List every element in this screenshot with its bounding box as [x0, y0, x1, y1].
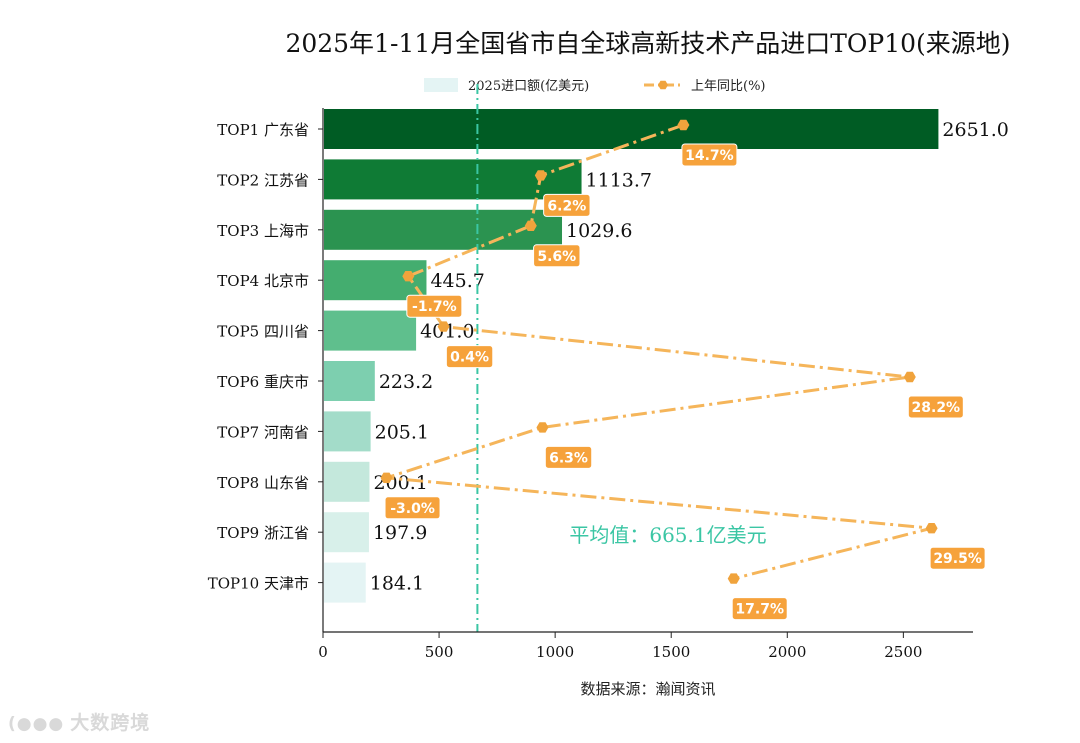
- value-label-7: 205.1: [375, 421, 429, 443]
- x-tick-label-4: 2000: [768, 643, 806, 661]
- yoy-label-bg-3: [533, 244, 581, 268]
- watermark: (●●● 大数跨境: [8, 708, 150, 735]
- value-label-1: 2651.0: [942, 119, 1008, 141]
- value-label-8: 200.1: [373, 472, 427, 494]
- watermark-text: 大数跨境: [70, 712, 151, 734]
- yoy-label-bg-7: [544, 445, 593, 469]
- x-axis: [322, 108, 973, 633]
- x-tick-label-1: 500: [425, 643, 454, 661]
- bar-3: [324, 209, 563, 250]
- chart-title: 2025年1-11月全国省市自全球高新技术产品进口TOP10(来源地): [285, 29, 1010, 58]
- yoy-marker-6: [903, 371, 916, 383]
- legend: 2025进口额(亿美元) 上年同比(%): [424, 78, 766, 94]
- x-ticks: 0 500 1000 1500 2000 2500: [318, 632, 922, 661]
- legend-bar-label: 2025进口额(亿美元): [468, 79, 589, 94]
- yoy-label-6: 28.2%: [912, 400, 961, 416]
- yoy-label-8: -3.0%: [390, 501, 435, 517]
- category-label-5: TOP5 四川省: [217, 323, 309, 341]
- category-label-7: TOP7 河南省: [217, 423, 309, 441]
- watermark-logo: (●●●: [8, 714, 65, 734]
- yoy-marker-3: [524, 220, 537, 231]
- yoy-label-10: 17.7%: [735, 602, 784, 618]
- average-label: 平均值：665.1亿美元: [569, 523, 766, 547]
- yoy-label-2: 6.2%: [547, 198, 586, 214]
- category-label-4: TOP4 北京市: [217, 272, 309, 290]
- yoy-marker-2: [534, 170, 547, 181]
- yoy-label-4: -1.7%: [412, 299, 457, 315]
- bar-7: [324, 411, 371, 452]
- yoy-label-bg-6: [907, 395, 964, 419]
- value-label-5: 401.0: [420, 321, 474, 343]
- bar-9: [324, 512, 369, 553]
- category-label-6: TOP6 重庆市: [217, 373, 309, 391]
- yoy-label-bg-8: [384, 496, 441, 520]
- value-label-6: 223.2: [379, 371, 433, 393]
- yoy-marker-10: [727, 573, 740, 584]
- yoy-label-9: 29.5%: [933, 551, 982, 567]
- yoy-label-3: 5.6%: [537, 249, 576, 265]
- yoy-marker-5: [437, 321, 450, 332]
- yoy-marker-8: [380, 472, 393, 483]
- value-label-10: 184.1: [370, 573, 424, 595]
- bars-group: [324, 109, 939, 603]
- value-label-2: 1113.7: [586, 169, 652, 191]
- x-tick-label-2: 1000: [536, 643, 574, 661]
- yoy-label-7: 6.3%: [549, 450, 588, 466]
- yoy-marker-9: [925, 523, 938, 534]
- x-tick-label-5: 2500: [884, 643, 922, 661]
- x-tick-label-0: 0: [318, 643, 328, 661]
- yoy-label-1: 14.7%: [685, 148, 734, 164]
- yoy-marker-1: [677, 119, 690, 131]
- category-label-8: TOP8 山东省: [217, 474, 309, 492]
- x-tick-label-3: 1500: [652, 643, 690, 661]
- bar-6: [324, 361, 375, 401]
- yoy-label-bg-9: [929, 546, 986, 570]
- category-label-1: TOP1 广东省: [217, 121, 309, 139]
- yoy-label-bg-10: [731, 597, 788, 621]
- value-label-4: 445.7: [430, 270, 484, 292]
- yoy-label-bg-4: [406, 294, 463, 318]
- yoy-label-bg-2: [543, 193, 591, 217]
- yoy-labels: 14.7% 6.2% 5.6% -1.7% 0.4% 28.2% 6.3% -3.0% 29.5…: [384, 143, 986, 621]
- legend-bar-swatch: [424, 78, 458, 92]
- category-label-9: TOP9 浙江省: [217, 524, 309, 542]
- category-labels: TOP1 广东省 TOP2 江苏省 TOP3 上海市 TOP4 北京市 TOP5 四川省…: [208, 121, 323, 593]
- bar-5: [324, 310, 417, 351]
- yoy-line-group: [385, 123, 934, 581]
- yoy-marker-4: [402, 271, 415, 282]
- category-label-2: TOP2 江苏省: [217, 171, 309, 189]
- yoy-label-5: 0.4%: [450, 350, 489, 366]
- yoy-markers: [380, 119, 938, 584]
- category-label-3: TOP3 上海市: [217, 222, 309, 240]
- legend-line-label: 上年同比(%): [691, 79, 766, 94]
- category-label-10: TOP10 天津市: [208, 575, 309, 593]
- value-labels: 2651.0 1113.7 1029.6 445.7 401.0 223.2 205.1 20…: [370, 119, 1009, 595]
- value-label-3: 1029.6: [566, 220, 632, 242]
- bar-10: [324, 562, 366, 603]
- value-label-9: 197.9: [373, 522, 427, 544]
- yoy-label-bg-1: [681, 143, 738, 167]
- yoy-series-line: [385, 123, 934, 581]
- bar-8: [324, 461, 370, 502]
- legend-line-marker: [658, 80, 668, 90]
- bar-1: [324, 109, 939, 149]
- x-axis-label: 数据来源：瀚闻资讯: [580, 680, 715, 698]
- yoy-marker-7: [536, 422, 549, 433]
- yoy-label-bg-5: [445, 345, 494, 369]
